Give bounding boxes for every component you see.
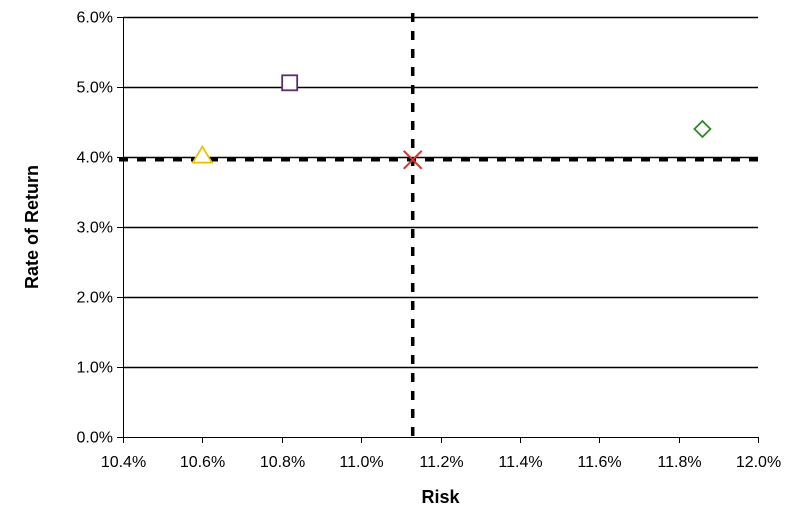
x-tick-label: 12.0% <box>736 454 781 471</box>
y-tick-label: 0.0% <box>77 430 113 447</box>
point-square <box>281 74 299 92</box>
point-x <box>403 150 423 170</box>
y-tick-label: 6.0% <box>77 10 113 27</box>
point-triangle <box>191 144 214 164</box>
y-tick-label: 2.0% <box>77 290 113 307</box>
y-tick-label: 4.0% <box>77 150 113 167</box>
y-tick-label: 1.0% <box>77 360 113 377</box>
y-axis-title: Rate of Return <box>22 165 42 289</box>
gridlines <box>123 16 758 369</box>
point-x-stroke <box>403 150 423 170</box>
y-tick-label: 3.0% <box>77 220 113 237</box>
y-tick-label: 5.0% <box>77 80 113 97</box>
x-tick-label: 10.4% <box>101 454 146 471</box>
x-tick-label: 11.6% <box>577 454 621 471</box>
y-axis-ticks: 0.0% 1.0% 2.0% 3.0% 4.0% 5.0% 6.0% <box>77 10 123 447</box>
x-tick-label: 11.2% <box>419 454 463 471</box>
x-tick-label: 11.4% <box>498 454 542 471</box>
x-tick-label: 10.8% <box>260 454 305 471</box>
x-tick-label: 11.0% <box>339 454 383 471</box>
point-diamond <box>693 119 712 139</box>
x-axis-ticks: 10.4% 10.6% 10.8% 11.0% 11.2% 11.4% 11.6% 11.8%… <box>101 437 781 471</box>
data-points <box>191 74 712 170</box>
x-tick-label: 10.6% <box>180 454 225 471</box>
x-axis-title: Risk <box>421 487 460 507</box>
axes <box>123 17 758 438</box>
reference-lines <box>119 13 758 437</box>
x-tick-label: 11.8% <box>657 454 701 471</box>
